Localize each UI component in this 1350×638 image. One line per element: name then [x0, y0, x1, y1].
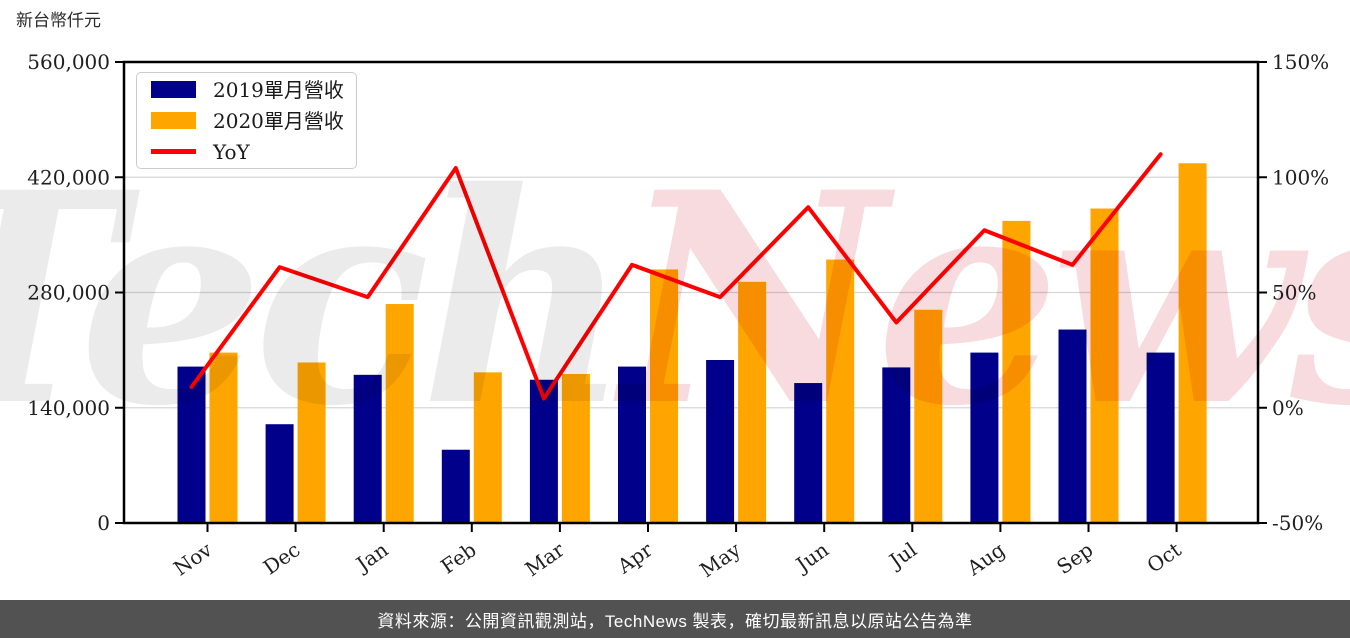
svg-text:100%: 100% — [1272, 165, 1329, 189]
svg-text:Oct: Oct — [1143, 537, 1186, 577]
legend-item-2020: 2020單月營收 — [151, 108, 344, 133]
svg-text:Jul: Jul — [883, 537, 921, 573]
revenue-yoy-chart: 0 -50% 140,000 0% 280,000 50% 420,000 100% 560,0… — [27, 50, 1329, 582]
legend-item-2019: 2019單月營收 — [151, 77, 344, 102]
svg-text:0%: 0% — [1272, 396, 1304, 420]
legend-swatch-yoy-line — [151, 149, 196, 154]
svg-text:Dec: Dec — [259, 537, 305, 579]
svg-text:50%: 50% — [1272, 281, 1316, 305]
footer-bar: 資料來源：公開資訊觀測站，TechNews 製表，確切最新訊息以原站公告為準 — [0, 600, 1350, 638]
legend-swatch-2019-bar — [151, 81, 196, 98]
left-axis-title: 新台幣仟元 — [16, 11, 101, 31]
svg-text:420,000: 420,000 — [27, 165, 110, 189]
svg-text:Nov: Nov — [169, 537, 217, 580]
legend-label-2019: 2019單月營收 — [213, 77, 344, 102]
legend-label-yoy: YoY — [213, 139, 250, 164]
svg-text:280,000: 280,000 — [27, 281, 110, 305]
svg-text:560,000: 560,000 — [27, 50, 110, 74]
legend-item-yoy: YoY — [151, 140, 342, 164]
svg-text:-50%: -50% — [1272, 511, 1323, 535]
svg-text:Sep: Sep — [1052, 537, 1097, 579]
footer-source-text: 資料來源：公開資訊觀測站，TechNews 製表，確切最新訊息以原站公告為準 — [377, 611, 973, 631]
legend-swatch-2020-bar — [151, 112, 196, 129]
svg-text:Mar: Mar — [521, 537, 569, 581]
svg-text:140,000: 140,000 — [27, 396, 110, 420]
legend-label-2020: 2020單月營收 — [213, 108, 344, 133]
svg-text:Aug: Aug — [962, 537, 1010, 580]
svg-text:May: May — [695, 537, 745, 582]
svg-text:150%: 150% — [1272, 50, 1329, 74]
svg-text:Apr: Apr — [612, 537, 657, 579]
svg-text:Jun: Jun — [790, 537, 833, 577]
legend: 2019單月營收 2020單月營收 YoY — [136, 72, 357, 169]
svg-text:Jan: Jan — [350, 537, 392, 577]
svg-text:Feb: Feb — [436, 537, 480, 578]
svg-text:0: 0 — [97, 511, 110, 535]
